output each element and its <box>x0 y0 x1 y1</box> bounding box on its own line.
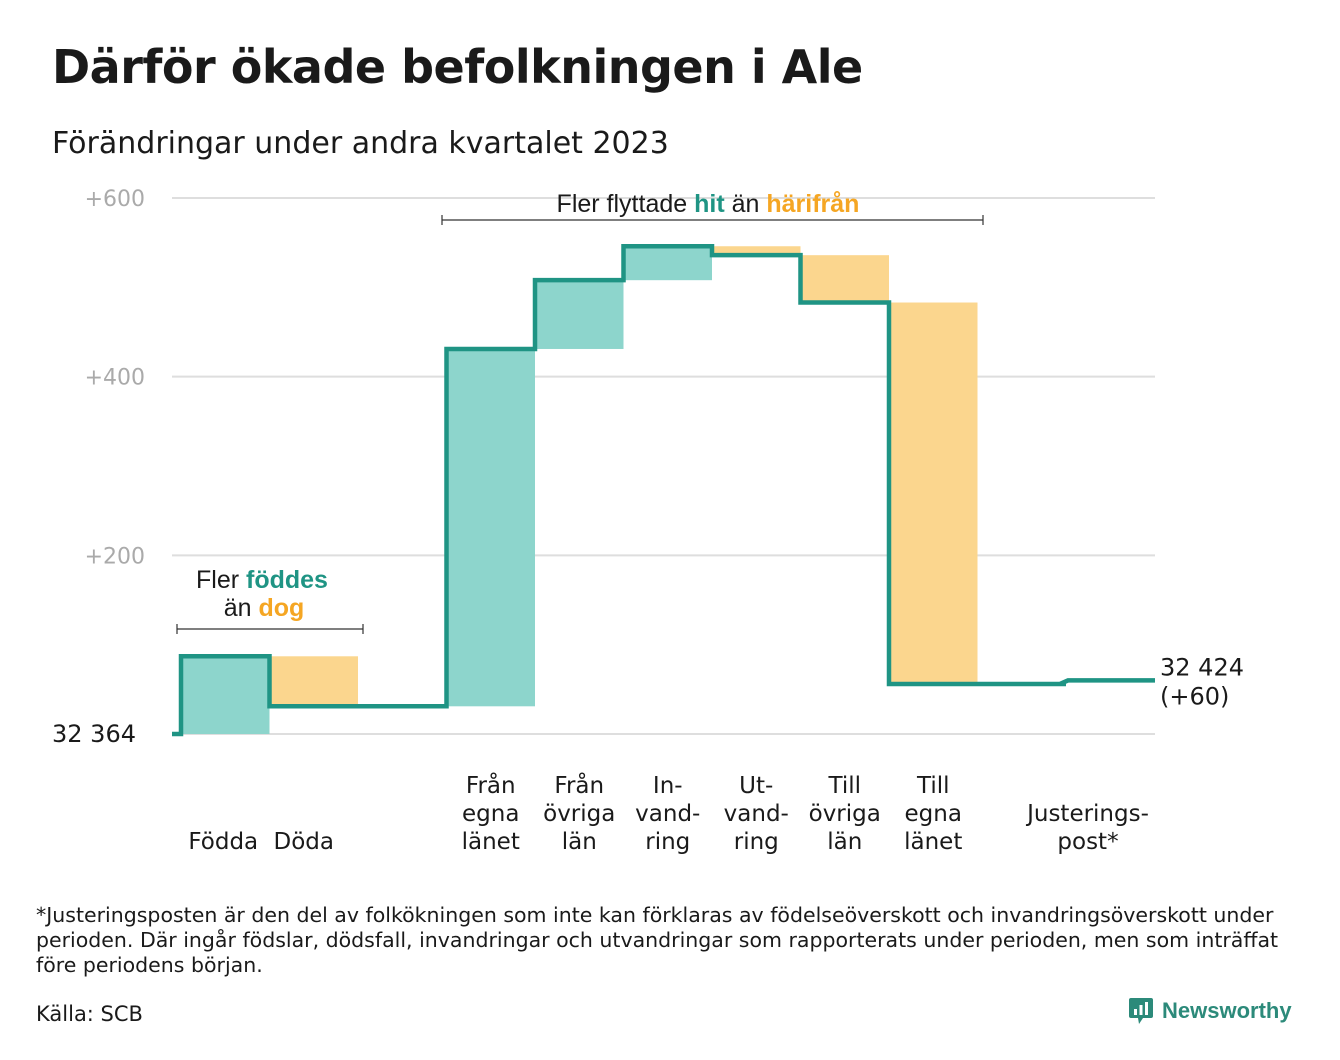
category-label-line: Ut- <box>739 773 773 799</box>
end-value-label: 32 424 <box>1160 653 1244 681</box>
y-axis-ticks: +200 +400 +600 <box>85 187 145 569</box>
footnote: *Justeringsposten är den del av folkökni… <box>36 903 1279 977</box>
category-label: In-vand-ring <box>635 773 700 855</box>
fodda-annotation-line1: Fler föddes <box>196 566 328 594</box>
flytt-annotation-part: Fler flyttade <box>557 190 695 218</box>
bar <box>269 656 358 707</box>
category-label: Till egna länet <box>904 773 962 855</box>
category-label: Födda <box>188 829 258 855</box>
chart-subtitle: Förändringar under andra kvartalet 2023 <box>52 126 669 161</box>
category-label: Till övriga län <box>809 773 881 855</box>
source-label: Källa: SCB <box>36 1002 143 1026</box>
flytt-annotation: Fler flyttade hit än härifrån <box>557 190 860 218</box>
fodda-annotation-line2: än dog <box>224 594 305 622</box>
category-label-line: ring <box>734 829 779 855</box>
category-label-line: länet <box>462 829 520 855</box>
gridlines <box>172 197 1155 735</box>
y-tick-label: +200 <box>85 544 145 569</box>
category-label-line: egna <box>462 801 519 827</box>
brand-name: Newsworthy <box>1162 998 1292 1023</box>
flytt-annotation-part: hit <box>694 190 725 218</box>
end-change-label: (+60) <box>1160 682 1229 710</box>
bars <box>181 246 978 734</box>
category-label-line: Döda <box>274 829 334 855</box>
fodda-annotation-line1-part: Fler <box>196 566 246 594</box>
category-label-line: övriga <box>809 801 881 827</box>
flytt-annotation-part: än <box>725 190 767 218</box>
running-total-path <box>172 243 1155 737</box>
category-label-line: vand- <box>635 801 700 827</box>
category-label-line: Till <box>827 773 861 799</box>
category-label-line: post* <box>1057 829 1118 855</box>
category-label: Döda <box>274 829 334 855</box>
bar <box>446 348 535 707</box>
bar <box>800 255 889 303</box>
brand-logo: Newsworthy <box>1128 996 1292 1026</box>
category-label-line: övriga <box>543 801 615 827</box>
bar <box>889 302 978 684</box>
fodda-annotation-line2-part: än <box>224 594 259 622</box>
category-label-line: Från <box>466 771 516 799</box>
bar <box>623 246 712 281</box>
bar <box>181 656 270 734</box>
fodda-annotation-line1-part: föddes <box>246 566 328 594</box>
category-label: Från övriga län <box>543 771 615 855</box>
category-label-line: Justerings- <box>1025 801 1149 827</box>
category-label-line: Till <box>916 773 950 799</box>
category-label: Justerings-post* <box>1025 801 1149 855</box>
chart-title: Därför ökade befolkningen i Ale <box>52 40 863 94</box>
fodda-annotation-line2-part: dog <box>258 594 304 622</box>
category-label-line: länet <box>904 829 962 855</box>
category-label-line: Från <box>554 771 604 799</box>
category-label-line: län <box>827 829 862 855</box>
category-label-line: Födda <box>188 829 258 855</box>
bar <box>712 246 801 256</box>
category-label: Från egna länet <box>462 771 520 855</box>
category-label: Ut-vand-ring <box>724 773 789 855</box>
start-value-label: 32 364 <box>52 720 136 748</box>
running-total-line <box>172 243 1155 737</box>
bar <box>535 280 624 349</box>
category-label-line: ring <box>645 829 690 855</box>
category-label-line: egna <box>905 801 962 827</box>
category-label-line: vand- <box>724 801 789 827</box>
category-label-line: In- <box>653 773 683 799</box>
y-tick-label: +600 <box>85 187 145 212</box>
category-label-line: län <box>562 829 597 855</box>
flytt-annotation-part: härifrån <box>766 190 859 218</box>
y-tick-label: +400 <box>85 366 145 391</box>
newsworthy-chart-icon <box>1129 998 1153 1024</box>
